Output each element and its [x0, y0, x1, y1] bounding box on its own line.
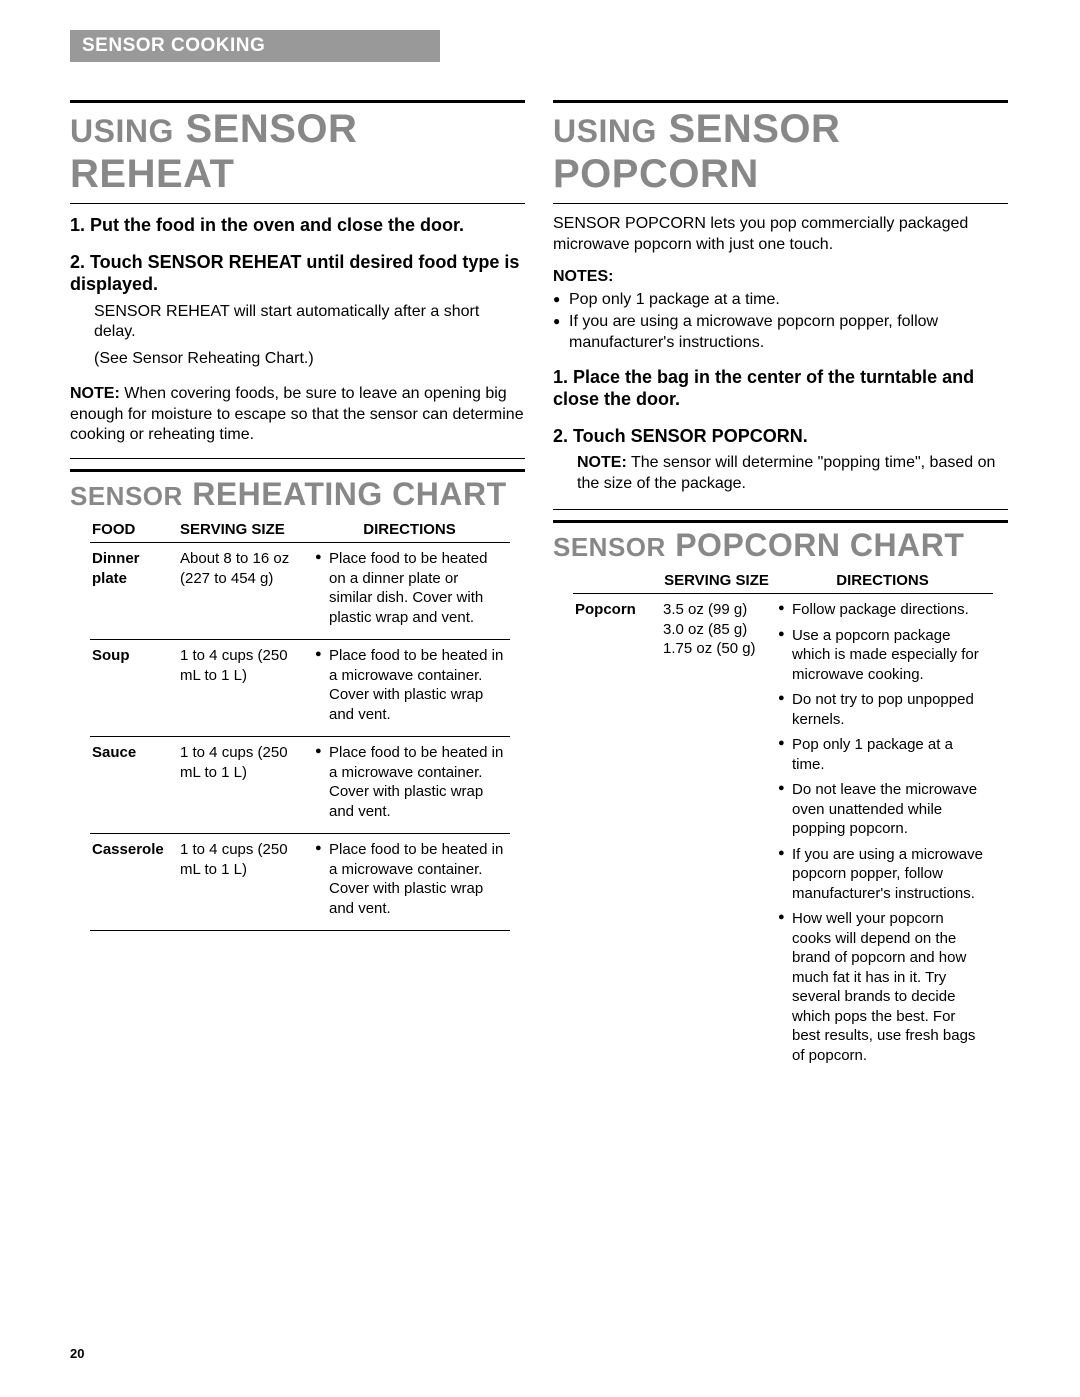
- page-number: 20: [70, 1346, 84, 1361]
- rule: [553, 203, 1008, 204]
- direction-item: Place food to be heated in a microwave c…: [315, 743, 504, 821]
- direction-item: Use a popcorn package which is made espe…: [778, 626, 987, 685]
- heading-big-word: REHEATING CHART: [192, 476, 506, 512]
- cell-serving: 1 to 4 cups (250 mL to 1 L): [178, 737, 313, 834]
- cell-directions: Follow package directions. Use a popcorn …: [776, 594, 993, 1078]
- note-label: NOTE:: [70, 385, 120, 402]
- note-text: When covering foods, be sure to leave an…: [70, 385, 524, 444]
- cell-serving: 1 to 4 cups (250 mL to 1 L): [178, 640, 313, 737]
- table-row: Sauce1 to 4 cups (250 mL to 1 L)Place fo…: [90, 737, 510, 834]
- step-title: 1. Put the food in the oven and close th…: [70, 214, 525, 237]
- step-body: SENSOR REHEAT will start automatically a…: [70, 302, 525, 370]
- step-2: 2. Touch SENSOR REHEAT until desired foo…: [70, 251, 525, 370]
- table-row: Soup1 to 4 cups (250 mL to 1 L)Place foo…: [90, 640, 510, 737]
- direction-item: If you are using a microwave popcorn pop…: [778, 845, 987, 904]
- step-body: NOTE: The sensor will determine "popping…: [553, 453, 1008, 495]
- direction-item: Do not try to pop unpopped kernels.: [778, 690, 987, 729]
- heading-small-word: SENSOR: [70, 481, 183, 511]
- cell-directions: Place food to be heated on a dinner plat…: [313, 543, 510, 640]
- step-title: 2. Touch SENSOR REHEAT until desired foo…: [70, 251, 525, 296]
- cell-serving: 1 to 4 cups (250 mL to 1 L): [178, 834, 313, 931]
- col-food-blank: [573, 568, 661, 594]
- table-header-row: SERVING SIZE DIRECTIONS: [573, 568, 993, 594]
- cell-food: Popcorn: [573, 594, 661, 1078]
- right-column: USING SENSOR POPCORN SENSOR POPCORN lets…: [553, 100, 1008, 1077]
- direction-item: Pop only 1 package at a time.: [778, 735, 987, 774]
- cell-food: Sauce: [90, 737, 178, 834]
- col-directions: DIRECTIONS: [776, 568, 993, 594]
- heading-reheating-chart: SENSOR REHEATING CHART: [70, 476, 525, 513]
- direction-item: Place food to be heated on a dinner plat…: [315, 549, 504, 627]
- note-item: If you are using a microwave popcorn pop…: [553, 312, 1008, 354]
- cell-food: Casserole: [90, 834, 178, 931]
- rule: [553, 100, 1008, 103]
- rule: [70, 100, 525, 103]
- two-column-layout: USING SENSOR REHEAT 1. Put the food in t…: [70, 100, 1010, 1077]
- section-tag: SENSOR COOKING: [70, 30, 440, 62]
- col-serving: SERVING SIZE: [661, 568, 776, 594]
- cell-food: Soup: [90, 640, 178, 737]
- direction-item: Do not leave the microwave oven unattend…: [778, 780, 987, 839]
- heading-small-word: USING: [70, 113, 174, 149]
- reheat-steps: 1. Put the food in the oven and close th…: [70, 214, 525, 370]
- direction-item: Place food to be heated in a microwave c…: [315, 646, 504, 724]
- cell-directions: Place food to be heated in a microwave c…: [313, 834, 510, 931]
- cell-food: Dinner plate: [90, 543, 178, 640]
- direction-item: How well your popcorn cooks will depend …: [778, 909, 987, 1065]
- cell-directions: Place food to be heated in a microwave c…: [313, 640, 510, 737]
- popcorn-intro: SENSOR POPCORN lets you pop commercially…: [553, 214, 1008, 256]
- note-label: NOTE:: [577, 454, 627, 471]
- step-title: 2. Touch SENSOR POPCORN.: [553, 425, 1008, 448]
- col-serving: SERVING SIZE: [178, 517, 313, 543]
- step-1: 1. Put the food in the oven and close th…: [70, 214, 525, 237]
- heading-big-word: POPCORN CHART: [675, 527, 964, 563]
- step-note: NOTE: The sensor will determine "popping…: [577, 453, 1008, 495]
- heading-small-word: SENSOR: [553, 532, 666, 562]
- table-row: Popcorn 3.5 oz (99 g)3.0 oz (85 g)1.75 o…: [573, 594, 993, 1078]
- cell-serving: 3.5 oz (99 g)3.0 oz (85 g)1.75 oz (50 g): [661, 594, 776, 1078]
- col-food: FOOD: [90, 517, 178, 543]
- popcorn-steps: 1. Place the bag in the center of the tu…: [553, 366, 1008, 495]
- note-paragraph: NOTE: When covering foods, be sure to le…: [70, 384, 525, 446]
- popcorn-chart-table: SERVING SIZE DIRECTIONS Popcorn 3.5 oz (…: [573, 568, 993, 1077]
- step-1: 1. Place the bag in the center of the tu…: [553, 366, 1008, 411]
- note-text: The sensor will determine "popping time"…: [577, 454, 995, 492]
- direction-item: Place food to be heated in a microwave c…: [315, 840, 504, 918]
- table-header-row: FOOD SERVING SIZE DIRECTIONS: [90, 517, 510, 543]
- reheating-chart-table: FOOD SERVING SIZE DIRECTIONS Dinner plat…: [90, 517, 510, 931]
- step-body-line: (See Sensor Reheating Chart.): [94, 349, 525, 370]
- step-title: 1. Place the bag in the center of the tu…: [553, 366, 1008, 411]
- heading-small-word: USING: [553, 113, 657, 149]
- rule: [70, 469, 525, 472]
- notes-label: NOTES:: [553, 268, 1008, 286]
- step-body-line: SENSOR REHEAT will start automatically a…: [94, 302, 525, 344]
- heading-sensor-popcorn: USING SENSOR POPCORN: [553, 107, 1008, 197]
- table-row: Dinner plateAbout 8 to 16 oz (227 to 454…: [90, 543, 510, 640]
- rule: [553, 520, 1008, 523]
- note-item: Pop only 1 package at a time.: [553, 290, 1008, 311]
- left-column: USING SENSOR REHEAT 1. Put the food in t…: [70, 100, 525, 1077]
- cell-directions: Place food to be heated in a microwave c…: [313, 737, 510, 834]
- heading-sensor-reheat: USING SENSOR REHEAT: [70, 107, 525, 197]
- rule: [70, 203, 525, 204]
- direction-item: Follow package directions.: [778, 600, 987, 620]
- step-2: 2. Touch SENSOR POPCORN. NOTE: The senso…: [553, 425, 1008, 495]
- popcorn-notes-list: Pop only 1 package at a time. If you are…: [553, 290, 1008, 354]
- table-row: Casserole1 to 4 cups (250 mL to 1 L)Plac…: [90, 834, 510, 931]
- col-directions: DIRECTIONS: [313, 517, 510, 543]
- heading-popcorn-chart: SENSOR POPCORN CHART: [553, 527, 1008, 564]
- cell-serving: About 8 to 16 oz (227 to 454 g): [178, 543, 313, 640]
